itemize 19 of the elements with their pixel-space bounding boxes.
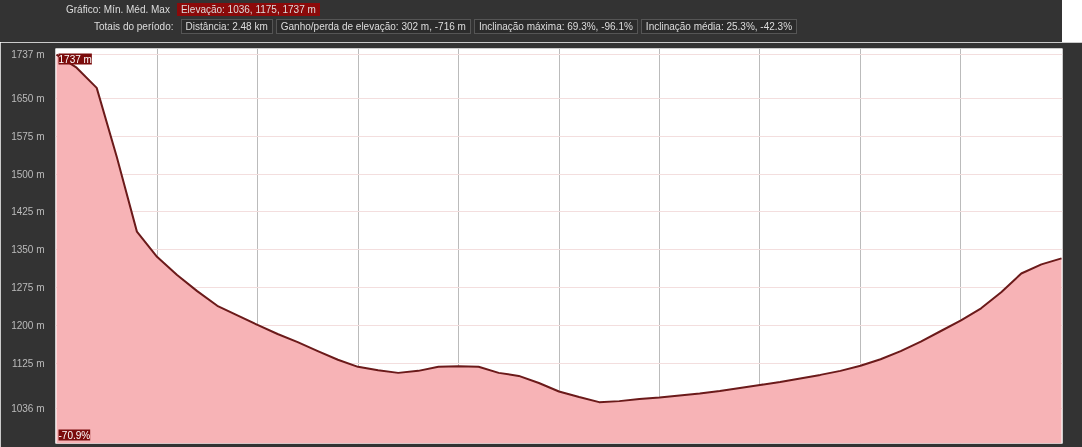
text: Gráfico: Mín. Méd. Max (65, 3, 171, 16)
y-tick-label: 1350 m (11, 244, 45, 256)
y-tick-label: 1425 m (11, 206, 45, 218)
y-tick-label: 1737 m (11, 49, 45, 61)
text: Distância: 2.48 km (180, 19, 273, 34)
y-tick-label: 1200 m (11, 319, 45, 331)
text: Inclinação média: 25.3%, -42.3% (640, 19, 798, 34)
y-tick-label: 1650 m (11, 92, 45, 104)
y-tick-label: 1275 m (11, 282, 45, 294)
annotation: 1737 m (58, 53, 92, 65)
annotation: -70.9% (58, 429, 91, 441)
y-tick-label: 1575 m (11, 130, 45, 142)
text: Elevação: 1036, 1175, 1737 m (176, 3, 320, 16)
y-tick-label: 1036 m (11, 402, 45, 414)
text: Inclinação máxima: 69.3%, -96.1% (473, 19, 638, 34)
y-tick-label: 1500 m (11, 168, 45, 180)
y-tick-label: 1125 m (11, 357, 45, 369)
text: Totais do período: (93, 20, 175, 33)
text: Ganho/perda de elevação: 302 m, -716 m (275, 19, 471, 34)
